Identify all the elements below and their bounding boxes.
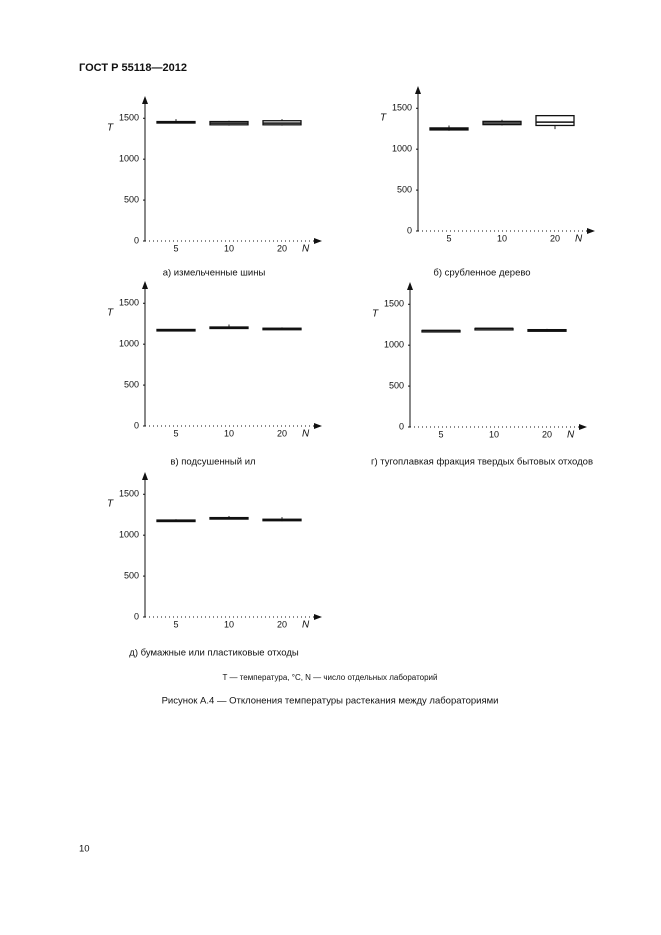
y-tick-label: 500 [397, 184, 412, 194]
y-arrow [142, 472, 148, 480]
y-tick-label: 1000 [392, 144, 412, 154]
x-tick-label: 20 [277, 428, 287, 438]
chart-caption: б) срубленное дерево [433, 268, 530, 279]
chart-caption: д) бумажные или пластиковые отходы [129, 648, 299, 659]
box [535, 114, 575, 127]
y-tick-label: 1000 [119, 530, 139, 540]
y-arrow [142, 281, 148, 289]
y-tick-label: 1500 [119, 489, 139, 499]
x-tick-label: 10 [224, 428, 234, 438]
y-tick-label: 1500 [119, 298, 139, 308]
y-label: T [107, 123, 114, 134]
x-tick-label: 5 [438, 429, 443, 439]
x-tick-label: 10 [489, 429, 499, 439]
x-label: N [302, 620, 310, 631]
x-label: N [302, 244, 310, 255]
y-tick-label: 1500 [392, 103, 412, 113]
x-tick-label: 10 [224, 243, 234, 253]
chart-caption: г) тугоплавкая фракция твердых бытовых о… [371, 457, 593, 468]
x-tick-label: 20 [277, 619, 287, 629]
y-label: T [372, 309, 379, 320]
x-tick-label: 20 [550, 233, 560, 243]
y-tick-label: 500 [124, 194, 139, 204]
y-label: T [380, 113, 387, 124]
y-tick-label: 0 [134, 611, 139, 621]
x-tick-label: 20 [542, 429, 552, 439]
y-tick-label: 1000 [119, 339, 139, 349]
chart-caption: а) измельченные шины [163, 268, 266, 279]
x-tick-label: 5 [173, 243, 178, 253]
y-tick-label: 0 [134, 235, 139, 245]
x-arrow [314, 238, 322, 244]
x-arrow [579, 424, 587, 430]
y-tick-label: 0 [407, 225, 412, 235]
x-tick-label: 10 [497, 233, 507, 243]
figure-caption: Рисунок А.4 — Отклонения температуры рас… [162, 696, 499, 707]
note: T — температура, °C, N — число отдельных… [223, 673, 438, 682]
y-tick-label: 1500 [384, 299, 404, 309]
chart-caption: в) подсушенный ил [170, 457, 255, 468]
x-tick-label: 5 [173, 619, 178, 629]
header: ГОСТ Р 55118—2012 [79, 62, 187, 74]
page-number: 10 [79, 844, 90, 855]
y-tick-label: 1000 [119, 154, 139, 164]
y-tick-label: 500 [389, 380, 404, 390]
y-tick-label: 500 [124, 379, 139, 389]
x-label: N [575, 234, 583, 245]
y-arrow [142, 96, 148, 104]
y-tick-label: 1500 [119, 113, 139, 123]
y-label: T [107, 308, 114, 319]
x-tick-label: 20 [277, 243, 287, 253]
x-label: N [302, 429, 310, 440]
y-tick-label: 1000 [384, 340, 404, 350]
x-tick-label: 10 [224, 619, 234, 629]
y-arrow [415, 86, 421, 94]
y-tick-label: 0 [399, 421, 404, 431]
x-tick-label: 5 [173, 428, 178, 438]
y-tick-label: 0 [134, 420, 139, 430]
x-label: N [567, 430, 575, 441]
x-tick-label: 5 [446, 233, 451, 243]
x-arrow [314, 614, 322, 620]
y-arrow [407, 282, 413, 290]
x-arrow [314, 423, 322, 429]
y-tick-label: 500 [124, 570, 139, 580]
x-arrow [587, 228, 595, 234]
y-label: T [107, 499, 114, 510]
